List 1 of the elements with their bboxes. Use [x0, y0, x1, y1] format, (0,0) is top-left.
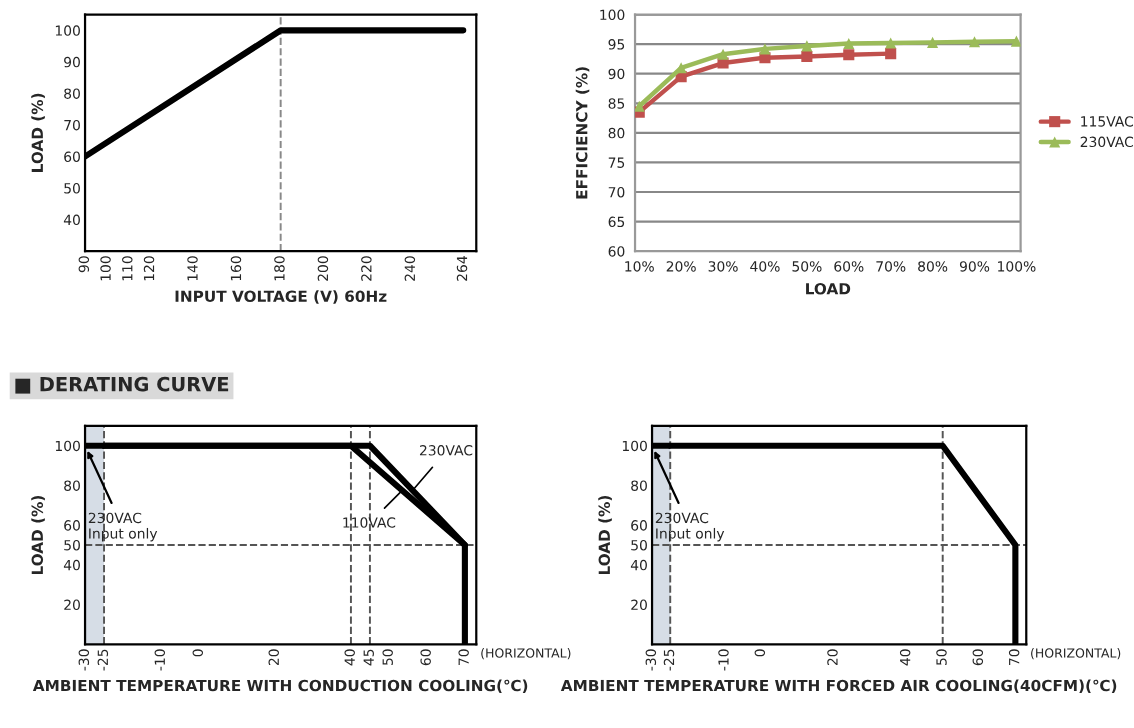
chart-title: ■ DERATING CURVE	[15, 376, 229, 394]
